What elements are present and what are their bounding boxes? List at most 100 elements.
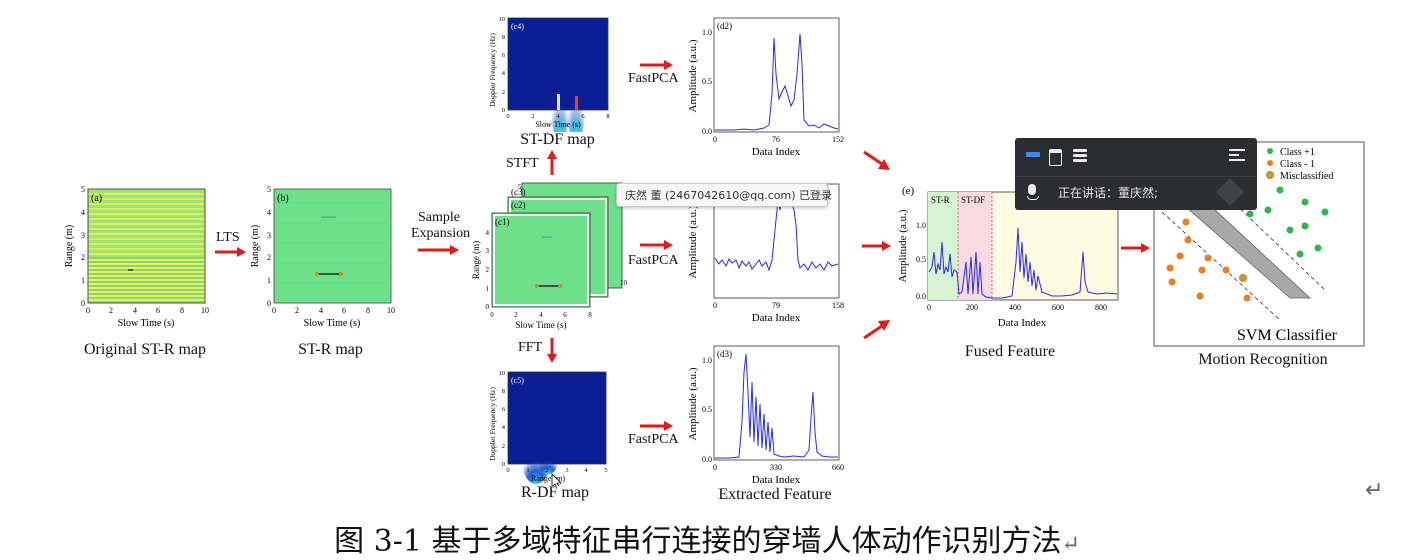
panel-list-icon[interactable] [1073,149,1087,162]
svg-text:5: 5 [518,183,522,191]
panel-d2-xlabel: Data Index [752,146,801,158]
svg-text:4: 4 [584,467,588,474]
svg-text:0.5: 0.5 [702,405,712,414]
panel-e-caption: Fused Feature [964,343,1056,360]
panel-c3-back-tick: 10 [620,279,628,287]
panel-a-tag: (a) [91,193,102,204]
login-tooltip: 庆然 董 (2467042610@qq.com) 已登录 [616,183,832,207]
svg-text:0: 0 [486,303,490,311]
svg-text:2: 2 [531,113,534,120]
panel-d3-caption: Extracted Feature [718,486,832,503]
svg-text:0: 0 [506,467,509,474]
svg-text:2: 2 [295,306,299,315]
misclassified-points [1239,171,1274,282]
svg-text:1.0: 1.0 [702,28,712,37]
svg-text:2: 2 [486,266,490,274]
svg-text:8: 8 [606,113,609,120]
panel-c1-xlabel: Slow Time (s) [515,320,566,330]
svg-text:152: 152 [832,135,844,144]
panel-b-ylabel: Range (m) [250,225,261,268]
collapse-list-icon[interactable] [1229,149,1245,162]
svg-text:76: 76 [772,135,780,144]
svg-text:1: 1 [81,276,85,285]
microphone-icon[interactable] [1028,184,1036,195]
window-icon[interactable] [1049,149,1062,166]
panel-d3: (d3) 0.0 0.5 1.0 0 330 660 Data Index Am… [687,345,844,486]
figure-caption: 图 3-1 基于多域特征串行连接的穿墙人体动作识别方法↵ [334,524,1080,559]
svg-text:4: 4 [319,306,323,315]
svg-text:1.0: 1.0 [702,356,712,365]
panel-d2-ylabel: Amplitude (a.u.) [687,39,699,112]
svg-text:10: 10 [387,306,395,315]
sample-arrow [418,245,459,255]
svm-title: SVM Classifier [1237,327,1338,344]
svg-text:4: 4 [486,229,490,237]
panel-d1-ylabel: Amplitude (a.u.) [687,205,699,278]
panel-d1-xlabel: Data Index [752,312,801,324]
meeting-toolbar: 正在讲话：董庆然; [1015,138,1257,210]
svg-text:0.0: 0.0 [916,292,926,301]
svg-text:5: 5 [81,185,85,194]
panel-b-tag: (b) [277,193,289,204]
lts-label: LTS [216,230,240,245]
svg-text:330: 330 [770,463,782,472]
panel-c1-ylabel: Range (m) [471,241,481,279]
svg-text:10: 10 [499,370,506,377]
svg-text:2: 2 [502,89,505,96]
panel-c5-xlabel: Range (m) [531,474,565,483]
panel-c3-tag: (c3) [511,187,526,197]
svg-text:400: 400 [1009,303,1021,312]
panel-c4-xlabel: Slow Time (s) [535,120,581,129]
panel-c4-tag: (c4) [511,22,524,31]
to-svm-arrow [1121,243,1150,253]
svg-text:4: 4 [267,208,271,217]
panel-b-xlabel: Slow Time (s) [304,318,361,329]
svg-text:3: 3 [565,467,568,474]
svg-text:5: 5 [267,185,271,194]
svg-text:0: 0 [502,107,505,114]
svg-text:0: 0 [267,299,271,308]
svg-text:2: 2 [81,253,85,262]
minimize-icon[interactable] [1026,152,1040,157]
panel-b-caption: ST-R map [298,341,363,358]
svg-text:10: 10 [499,16,506,23]
panel-c1-tag: (c1) [495,217,510,227]
panel-e-ylabel: Amplitude (a.u.) [897,209,909,282]
svg-text:6: 6 [502,52,506,59]
svg-text:200: 200 [966,303,978,312]
stft-label: STFT [506,156,539,171]
panel-c4-caption: ST-DF map [520,131,595,148]
svg-text:4: 4 [556,113,560,120]
panel-c5: (c5) 0 2 4 6 8 10 0 1 2 3 4 5 Range (m) … [488,370,608,486]
svg-text:0.0: 0.0 [702,455,712,464]
fastpca-arrow-3 [640,421,673,431]
svg-text:5: 5 [604,467,607,474]
fastpca-label-3: FastPCA [628,432,679,447]
svg-text:600: 600 [1052,303,1064,312]
panel-e: ST-R ST-DF (e) 0.0 0.5 1.0 0 200 400 600… [897,185,1119,329]
svg-text:3: 3 [486,247,490,255]
svg-text:4: 4 [502,70,506,77]
svg-text:8: 8 [502,34,505,41]
svg-text:79: 79 [772,301,780,310]
svg-text:2: 2 [267,253,271,262]
fastpca-arrow-2 [640,240,673,250]
stft-arrow [547,150,557,175]
svg-text:0: 0 [272,306,276,315]
panel-c4-ylabel: Doppler Frequency (Hz) [488,33,497,107]
svg-text:4: 4 [502,424,506,431]
svg-text:0.5: 0.5 [702,77,712,86]
fastpca-label-1: FastPCA [628,71,679,86]
to-fused-arrow-3 [863,320,890,340]
panel-a-ylabel: Range (m) [64,225,75,268]
svg-text:4: 4 [81,208,85,217]
fft-arrow [547,338,557,363]
svg-text:800: 800 [1095,303,1107,312]
svg-text:8: 8 [180,306,184,315]
logo-watermark-icon [1215,177,1245,207]
panel-e-tag: (e) [902,185,915,197]
svg-text:0: 0 [81,299,85,308]
svg-text:6: 6 [563,311,567,319]
panel-c5-caption: R-DF map [521,484,589,501]
panel-b: (b) 0 1 2 3 4 5 0 2 4 6 8 10 Slow Time (… [250,185,395,329]
